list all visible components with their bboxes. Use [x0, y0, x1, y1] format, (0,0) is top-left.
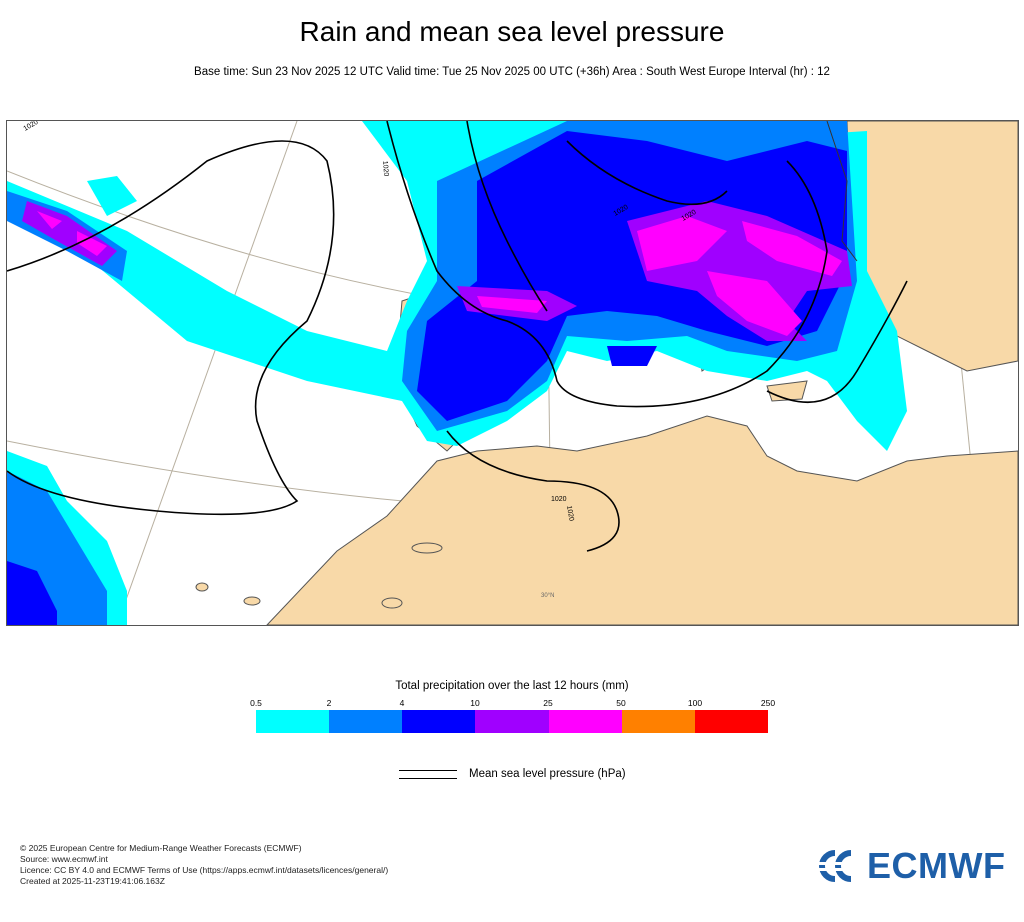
isobar [766, 280, 908, 404]
legend-tick: 50 [616, 698, 626, 708]
credits: © 2025 European Centre for Medium-Range … [20, 843, 388, 887]
rain-magenta [742, 221, 842, 276]
colorbar-swatch [256, 710, 330, 733]
legend-tick: 25 [543, 698, 553, 708]
colorbar-swatch [329, 710, 403, 733]
isobars [7, 121, 908, 552]
rain-darkblue [607, 346, 657, 366]
graticule-meridian [116, 121, 298, 625]
isobar-label: 1020 [23, 121, 40, 133]
isobar-label: 1020 [551, 496, 567, 503]
legend-tick: 100 [687, 698, 703, 708]
colorbar-swatch [475, 710, 549, 733]
land-canary [411, 542, 443, 554]
rain-darkblue [417, 131, 847, 421]
rain-darkblue [7, 561, 57, 625]
precipitation-map: 1020 1020 1020 1020 1020 1020 30°N [6, 120, 1019, 626]
isobar-label: 1020 [565, 505, 575, 522]
legend-title: Total precipitation over the last 12 hou… [395, 680, 629, 692]
colorbar-swatch [548, 710, 622, 733]
rain-magenta [477, 296, 547, 313]
land-africa [266, 415, 1018, 625]
precipitation-colorbar [256, 710, 768, 733]
isobar [386, 121, 828, 408]
legend-tick: 10 [470, 698, 480, 708]
mslp-line-sample [399, 769, 457, 779]
chart-title: Rain and mean sea level pressure [299, 16, 725, 47]
rain-magenta [637, 216, 727, 271]
credits-created: Created at 2025-11-23T19:41:06.163Z [20, 876, 165, 886]
map-canvas: 1020 1020 1020 1020 1020 1020 30°N [7, 121, 1018, 625]
graticule-label: 30°N [541, 593, 554, 599]
credits-licence: Licence: CC BY 4.0 and ECMWF Terms of Us… [20, 865, 389, 875]
legend-tick: 2 [326, 698, 332, 708]
colorbar-swatch [694, 710, 768, 733]
legend-tick: 4 [399, 698, 405, 708]
ecmwf-logo-icon [815, 850, 861, 882]
isobar-label: 1020 [381, 161, 389, 177]
ecmwf-logo-text: ECMWF [867, 845, 1006, 886]
colorbar-swatch [402, 710, 476, 733]
land-sicily [766, 380, 808, 402]
rain-magenta [77, 231, 107, 256]
isobar [466, 121, 548, 312]
land-madeira [195, 582, 209, 592]
chart-subtitle: Base time: Sun 23 Nov 2025 12 UTC Valid … [194, 66, 830, 78]
rain-magenta [707, 271, 802, 336]
legend-tick: 250 [760, 698, 776, 708]
land-canary [381, 597, 403, 609]
mslp-legend: Mean sea level pressure (hPa) [399, 767, 626, 781]
rain-cyan [87, 176, 137, 216]
ecmwf-logo: ECMWF [815, 845, 1006, 886]
rain-magenta [37, 211, 62, 229]
isobar [826, 121, 858, 262]
colorbar-swatch [621, 710, 695, 733]
mslp-legend-label: Mean sea level pressure (hPa) [469, 768, 626, 780]
legend-tick: 0.5 [250, 698, 262, 708]
isobar [446, 430, 620, 552]
credits-source: Source: www.ecmwf.int [20, 854, 108, 864]
isobar [566, 140, 728, 206]
credits-copyright: © 2025 European Centre for Medium-Range … [20, 843, 302, 853]
isobar [7, 140, 335, 516]
land-canary [243, 596, 261, 606]
